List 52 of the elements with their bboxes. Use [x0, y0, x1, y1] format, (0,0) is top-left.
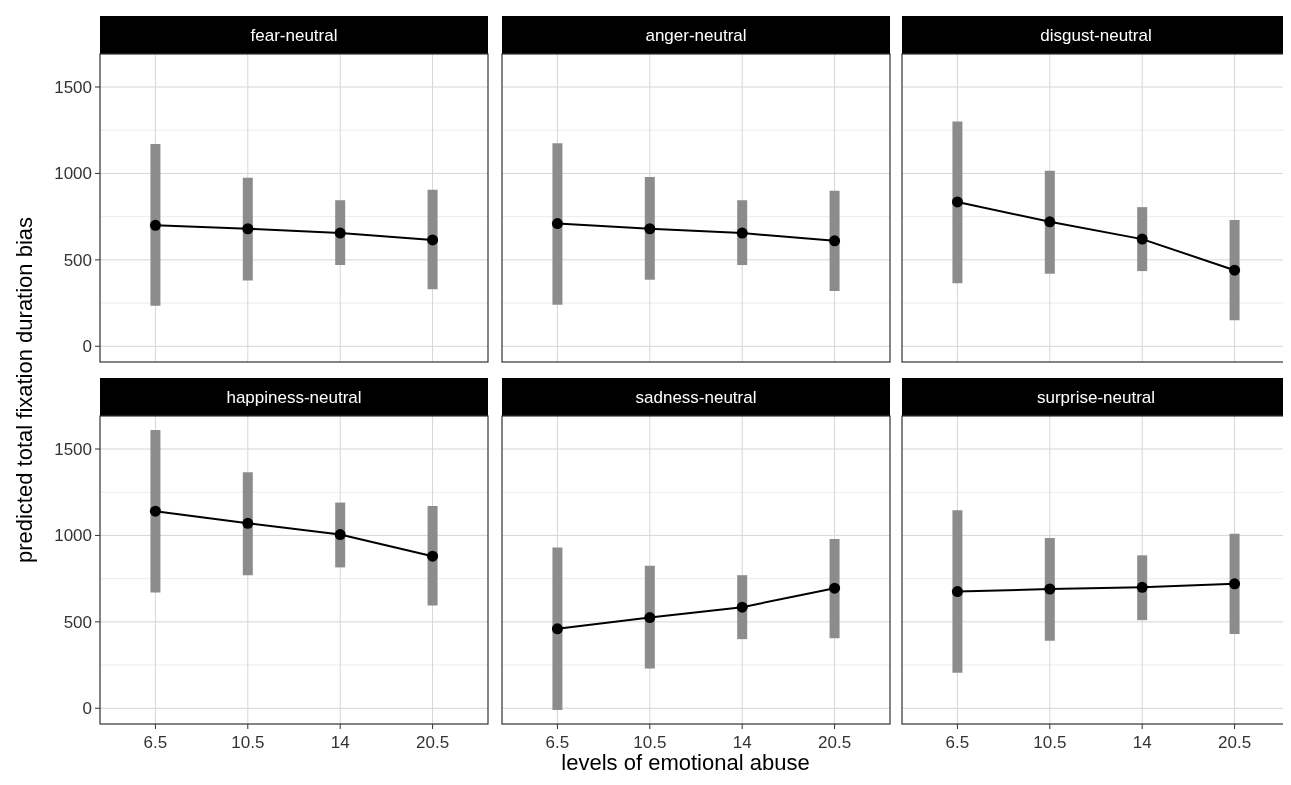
- point: [736, 601, 748, 613]
- point: [1044, 216, 1056, 228]
- x-axis-title: levels of emotional abuse: [561, 750, 810, 775]
- chart-title: happiness-neutral: [226, 388, 362, 407]
- point: [149, 219, 161, 231]
- point: [736, 227, 748, 239]
- x-tick-label: 20.5: [416, 733, 450, 752]
- x-tick-label: 20.5: [1218, 733, 1252, 752]
- point: [951, 196, 963, 208]
- point: [242, 517, 254, 529]
- point: [829, 235, 841, 247]
- y-tick-label: 1500: [54, 78, 92, 98]
- chart-title: anger-neutral: [645, 26, 747, 45]
- point: [1136, 581, 1148, 593]
- chart-title: surprise-neutral: [1036, 388, 1156, 407]
- point: [242, 223, 254, 235]
- chart-title: disgust-neutral: [1040, 26, 1152, 45]
- y-tick-label: 1500: [54, 440, 92, 460]
- chart-title: fear-neutral: [250, 26, 338, 45]
- y-axis-title: predicted total fixation duration bias: [12, 216, 37, 564]
- point: [427, 550, 439, 562]
- x-tick-label: 20.5: [818, 733, 852, 752]
- x-tick-label: 6.5: [545, 733, 570, 752]
- x-tick-label: 10.5: [231, 733, 265, 752]
- x-tick-label: 14: [1132, 733, 1152, 752]
- x-tick-label: 14: [732, 733, 752, 752]
- y-tick-label: 1000: [54, 164, 92, 184]
- point: [1229, 578, 1241, 590]
- x-tick-label: 10.5: [633, 733, 667, 752]
- point: [149, 505, 161, 517]
- y-tick-label: 500: [63, 612, 92, 632]
- point: [1229, 264, 1241, 276]
- point: [829, 582, 841, 594]
- y-tick-label: 1000: [54, 526, 92, 546]
- point: [951, 586, 963, 598]
- y-tick-label: 0: [82, 337, 92, 357]
- x-tick-label: 6.5: [945, 733, 970, 752]
- point: [551, 218, 563, 230]
- chart-title: sadness-neutral: [635, 388, 757, 407]
- y-tick-label: 500: [63, 250, 92, 270]
- point: [1136, 233, 1148, 245]
- x-tick-label: 14: [330, 733, 350, 752]
- point: [334, 227, 346, 239]
- point: [1044, 583, 1056, 595]
- x-tick-label: 6.5: [143, 733, 168, 752]
- y-tick-label: 0: [82, 699, 92, 719]
- point: [551, 623, 563, 635]
- point: [334, 529, 346, 541]
- x-tick-label: 10.5: [1033, 733, 1067, 752]
- point: [644, 612, 656, 624]
- point: [427, 234, 439, 246]
- point: [644, 223, 656, 235]
